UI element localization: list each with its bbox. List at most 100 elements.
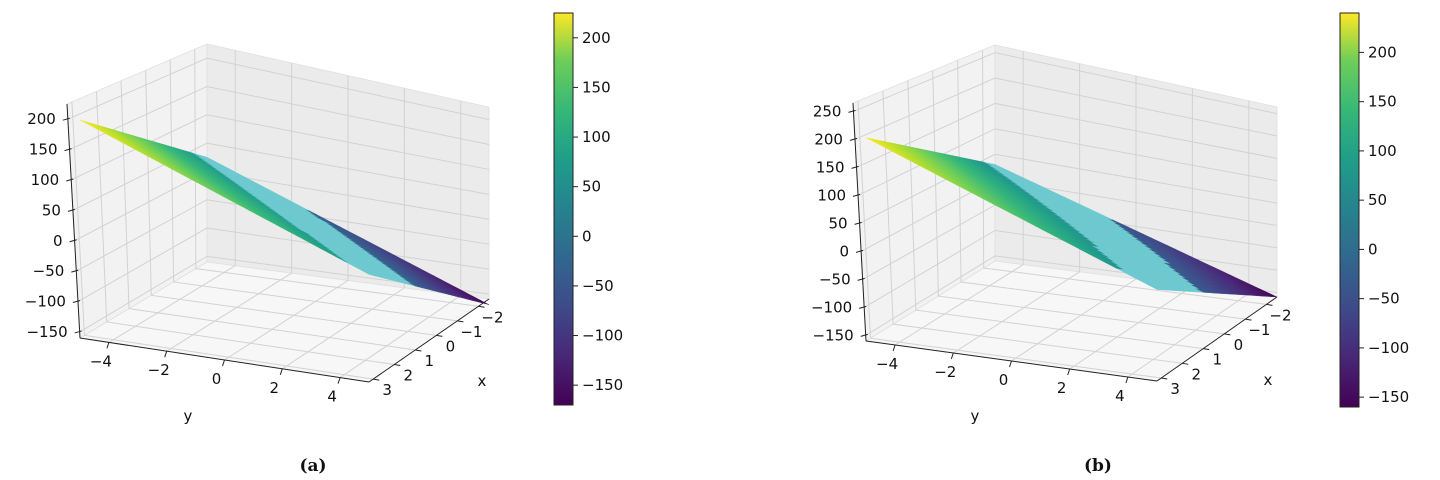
z-tick-label: 250: [813, 102, 842, 120]
x-tick-label: 2: [403, 367, 413, 385]
x-tick-label: 1: [425, 352, 435, 370]
colorbar-tick-label: 100: [582, 128, 611, 146]
z-tick-label: −100: [25, 293, 66, 311]
colorbar-tick-label: −100: [1368, 339, 1409, 357]
z-tick-label: 200: [814, 130, 843, 148]
x-tick: [478, 305, 485, 308]
colorbar-tick-label: 150: [582, 78, 611, 96]
z-tick-label: 150: [29, 141, 58, 159]
grid-x: [71, 101, 374, 380]
y-tick: [337, 377, 341, 384]
grid-x: [957, 60, 1246, 320]
x-tick: [373, 378, 380, 381]
z-tick: [72, 300, 81, 304]
x-tick: [436, 334, 443, 337]
x-tick-label: −2: [1269, 306, 1291, 324]
y-tick-label: 2: [1057, 379, 1067, 397]
z-tick-label: −50: [819, 270, 851, 288]
colorbar-tick-label: 50: [582, 178, 601, 196]
z-tick: [62, 117, 70, 121]
grid-z: [854, 77, 1278, 140]
y-tick: [1125, 376, 1129, 384]
x-tick: [1161, 377, 1168, 380]
x-tick: [1266, 303, 1273, 306]
x-tick-label: 0: [446, 337, 456, 355]
y-axis: −4 −2 0 2 4 y: [865, 340, 1158, 425]
grid-y: [1011, 75, 1137, 362]
y-tick-label: −2: [934, 363, 956, 381]
x-axis-label: x: [1264, 371, 1273, 389]
x-tick-label: 0: [1234, 336, 1244, 354]
z-tick: [71, 269, 79, 273]
y-tick: [1009, 360, 1012, 368]
colorbar-tick-label: −150: [582, 376, 623, 394]
z-tick-label: 150: [816, 158, 845, 176]
y-tick-label: −2: [148, 361, 170, 379]
z-tick-label: 0: [53, 232, 63, 250]
grid-y: [224, 75, 349, 361]
grid-y: [894, 51, 1024, 346]
y-tick-label: −4: [90, 352, 112, 370]
y-tick: [950, 352, 954, 360]
z-tick-label: 50: [828, 214, 847, 232]
y-tick: [164, 351, 168, 358]
colorbar-tick-label: 100: [1368, 142, 1397, 160]
z-tick: [851, 165, 859, 169]
grid-z: [67, 57, 490, 121]
x-axis-label: x: [478, 372, 487, 390]
x-tick: [1224, 333, 1231, 336]
colorbar-tick-label: 50: [1368, 191, 1387, 209]
surface: [865, 137, 1278, 298]
z-tick-label: 200: [27, 110, 56, 128]
z-tick: [64, 148, 72, 152]
z-tick: [67, 208, 76, 212]
colorbar: −150 −100 −50 0 50 100 150 200: [553, 12, 623, 406]
grid-x: [982, 50, 1267, 305]
z-tick: [854, 221, 862, 225]
x-tick: [415, 349, 422, 352]
colorbar-tick-label: 200: [1368, 43, 1397, 61]
y-tick: [222, 359, 225, 367]
z-tick-label: 100: [31, 171, 60, 189]
grid-x: [120, 80, 416, 351]
grid-z: [71, 114, 490, 181]
grid-z: [79, 255, 490, 333]
grid-z: [857, 128, 1278, 196]
colorbar: −150 −100 −50 0 50 100 150 200: [1339, 12, 1409, 408]
colorbar-tick-label: −150: [1368, 388, 1409, 406]
surface: [79, 119, 490, 305]
y-tick-label: −4: [876, 355, 898, 373]
colorbar-tick-label: 150: [1368, 93, 1397, 111]
x-tick: [1182, 362, 1189, 365]
z-tick: [859, 305, 867, 309]
y-axis: −4 −2 0 2 4 y: [79, 337, 370, 425]
z-tick-label: 100: [817, 186, 846, 204]
y-tick: [106, 342, 110, 349]
z-tick-label: 0: [840, 242, 850, 260]
z-tick: [66, 178, 74, 182]
grid-z: [859, 153, 1278, 224]
z-tick-label: −100: [811, 298, 852, 316]
x-tick-label: −1: [460, 323, 482, 341]
x-tick-label: 3: [1170, 380, 1180, 398]
colorbar-tick-label: 200: [582, 29, 611, 47]
y-axis-label: y: [184, 407, 193, 425]
grid-y: [953, 63, 1081, 354]
caption-b: (b): [1084, 456, 1112, 476]
z-tick: [849, 137, 858, 141]
x-tick: [394, 364, 401, 367]
grid-x: [169, 59, 458, 322]
z-tick: [848, 109, 856, 113]
colorbar-tick-label: −100: [582, 327, 623, 345]
caption-a: (a): [299, 456, 326, 476]
z-tick: [69, 239, 77, 243]
x-tick: [1203, 348, 1210, 351]
x-tick: [1245, 318, 1252, 321]
grid-y: [282, 88, 405, 370]
grid-z: [69, 85, 490, 151]
